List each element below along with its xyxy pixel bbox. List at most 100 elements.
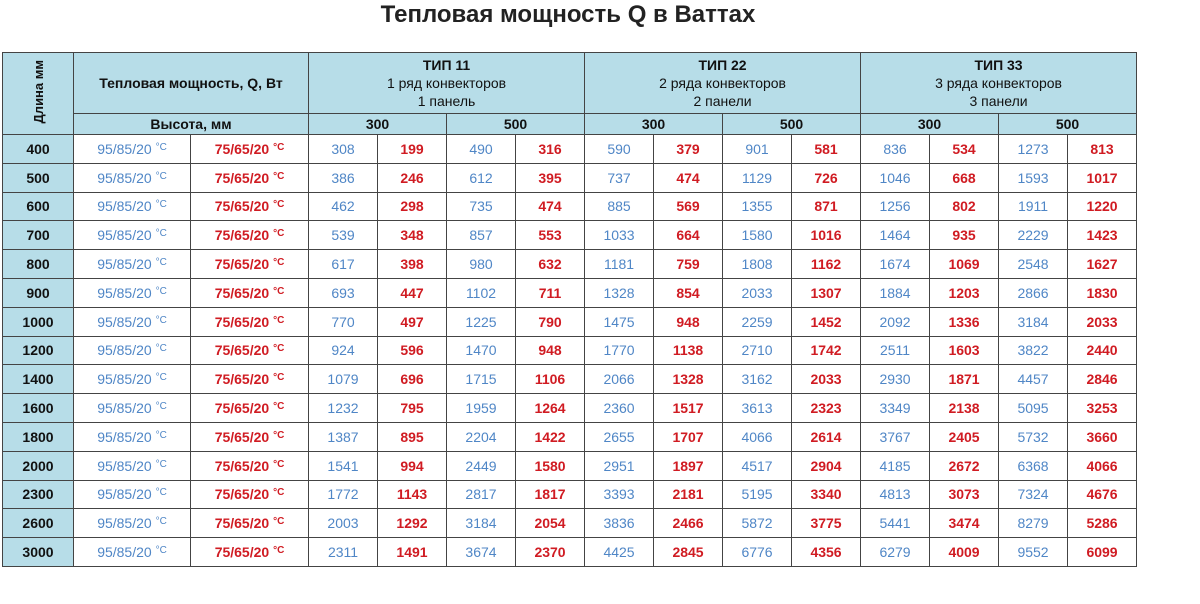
power-hot-cell: 1541	[308, 450, 378, 481]
power-warm-cell: 935	[929, 220, 1000, 251]
power-warm-cell: 994	[377, 450, 447, 481]
power-warm-cell: 759	[653, 249, 724, 279]
height-col: 500	[998, 113, 1138, 135]
height-col: 300	[860, 113, 1000, 135]
power-hot-cell: 5195	[722, 479, 793, 510]
power-warm-cell: 1292	[377, 508, 447, 539]
mode-warm-cell: 75/65/20 °C	[190, 277, 309, 308]
power-warm-cell: 1871	[929, 364, 1000, 395]
power-warm-cell: 474	[653, 162, 724, 193]
length-cell: 800	[2, 249, 74, 279]
power-hot-cell: 3162	[722, 364, 793, 395]
power-hot-cell: 3184	[998, 306, 1069, 337]
power-hot-cell: 1808	[722, 249, 793, 279]
power-warm-cell: 569	[653, 191, 724, 222]
mode-warm-cell: 75/65/20 °C	[190, 364, 309, 395]
mode-hot-cell: 95/85/20 °C	[73, 249, 191, 279]
power-warm-cell: 497	[377, 306, 447, 337]
power-warm-cell: 948	[653, 306, 724, 337]
power-hot-cell: 2066	[584, 364, 655, 395]
table-row: 2300 95/85/20 °C 75/65/20 °C 1772 1143 2817 18…	[2, 479, 1138, 510]
power-hot-cell: 1225	[446, 306, 516, 337]
power-hot-cell: 7324	[998, 479, 1069, 510]
power-warm-cell: 668	[929, 162, 1000, 193]
power-hot-cell: 857	[446, 220, 516, 251]
length-cell: 700	[2, 220, 74, 251]
power-warm-cell: 4356	[791, 537, 862, 567]
power-hot-cell: 462	[308, 191, 378, 222]
power-hot-cell: 980	[446, 249, 516, 279]
length-cell: 2000	[2, 450, 74, 481]
length-cell: 500	[2, 162, 74, 193]
power-hot-cell: 1033	[584, 220, 655, 251]
power-hot-cell: 4066	[722, 421, 793, 452]
power-warm-cell: 1220	[1067, 191, 1138, 222]
mode-warm-cell: 75/65/20 °C	[190, 162, 309, 193]
power-hot-cell: 617	[308, 249, 378, 279]
mode-hot-cell: 95/85/20 °C	[73, 508, 191, 539]
power-hot-cell: 2866	[998, 277, 1069, 308]
mode-warm-cell: 75/65/20 °C	[190, 191, 309, 222]
power-hot-cell: 5441	[860, 508, 931, 539]
mode-hot-cell: 95/85/20 °C	[73, 191, 191, 222]
power-hot-cell: 1102	[446, 277, 516, 308]
page-title: Тепловая мощность Q в Ваттах	[380, 1, 756, 28]
power-hot-cell: 1470	[446, 335, 516, 366]
power-hot-cell: 6776	[722, 537, 793, 567]
length-header: Длина мм	[2, 52, 74, 135]
power-hot-cell: 590	[584, 134, 655, 164]
power-hot-cell: 6279	[860, 537, 931, 567]
power-warm-cell: 1817	[514, 479, 586, 510]
power-hot-cell: 1387	[308, 421, 378, 452]
power-warm-cell: 553	[514, 220, 586, 251]
length-cell: 400	[2, 134, 74, 164]
power-hot-cell: 1475	[584, 306, 655, 337]
length-cell: 600	[2, 191, 74, 222]
power-hot-cell: 1770	[584, 335, 655, 366]
power-hot-cell: 6368	[998, 450, 1069, 481]
height-header: Высота, мм	[73, 113, 309, 135]
mode-hot-cell: 95/85/20 °C	[73, 277, 191, 308]
power-hot-cell: 1232	[308, 393, 378, 423]
mode-hot-cell: 95/85/20 °C	[73, 134, 191, 164]
table-row: 2000 95/85/20 °C 75/65/20 °C 1541 994 2449 158…	[2, 450, 1138, 481]
power-hot-cell: 2311	[308, 537, 378, 567]
power-warm-cell: 4066	[1067, 450, 1138, 481]
power-warm-cell: 2138	[929, 393, 1000, 423]
mode-hot-cell: 95/85/20 °C	[73, 162, 191, 193]
power-warm-cell: 2672	[929, 450, 1000, 481]
mode-warm-cell: 75/65/20 °C	[190, 537, 309, 567]
power-warm-cell: 1143	[377, 479, 447, 510]
power-warm-cell: 664	[653, 220, 724, 251]
power-warm-cell: 5286	[1067, 508, 1138, 539]
power-hot-cell: 1959	[446, 393, 516, 423]
power-hot-cell: 2930	[860, 364, 931, 395]
power-warm-cell: 1307	[791, 277, 862, 308]
power-warm-cell: 447	[377, 277, 447, 308]
power-warm-cell: 2405	[929, 421, 1000, 452]
power-warm-cell: 871	[791, 191, 862, 222]
mode-warm-cell: 75/65/20 °C	[190, 479, 309, 510]
power-hot-cell: 490	[446, 134, 516, 164]
power-hot-cell: 3836	[584, 508, 655, 539]
power-warm-cell: 726	[791, 162, 862, 193]
type-22-header: ТИП 22 2 ряда конвекторов 2 панели	[584, 52, 862, 114]
power-hot-cell: 9552	[998, 537, 1069, 567]
power-warm-cell: 395	[514, 162, 586, 193]
power-hot-cell: 1464	[860, 220, 931, 251]
power-warm-cell: 398	[377, 249, 447, 279]
mode-hot-cell: 95/85/20 °C	[73, 421, 191, 452]
power-warm-cell: 632	[514, 249, 586, 279]
power-hot-cell: 2360	[584, 393, 655, 423]
table-row: 400 95/85/20 °C 75/65/20 °C 308 199 490 316 590…	[2, 134, 1138, 164]
table-row: 500 95/85/20 °C 75/65/20 °C 386 246 612 395 737…	[2, 162, 1138, 193]
power-warm-cell: 1017	[1067, 162, 1138, 193]
power-hot-cell: 5095	[998, 393, 1069, 423]
power-hot-cell: 737	[584, 162, 655, 193]
mode-hot-cell: 95/85/20 °C	[73, 393, 191, 423]
power-warm-cell: 802	[929, 191, 1000, 222]
power-hot-cell: 2259	[722, 306, 793, 337]
power-hot-cell: 2092	[860, 306, 931, 337]
power-warm-cell: 790	[514, 306, 586, 337]
power-hot-cell: 2710	[722, 335, 793, 366]
